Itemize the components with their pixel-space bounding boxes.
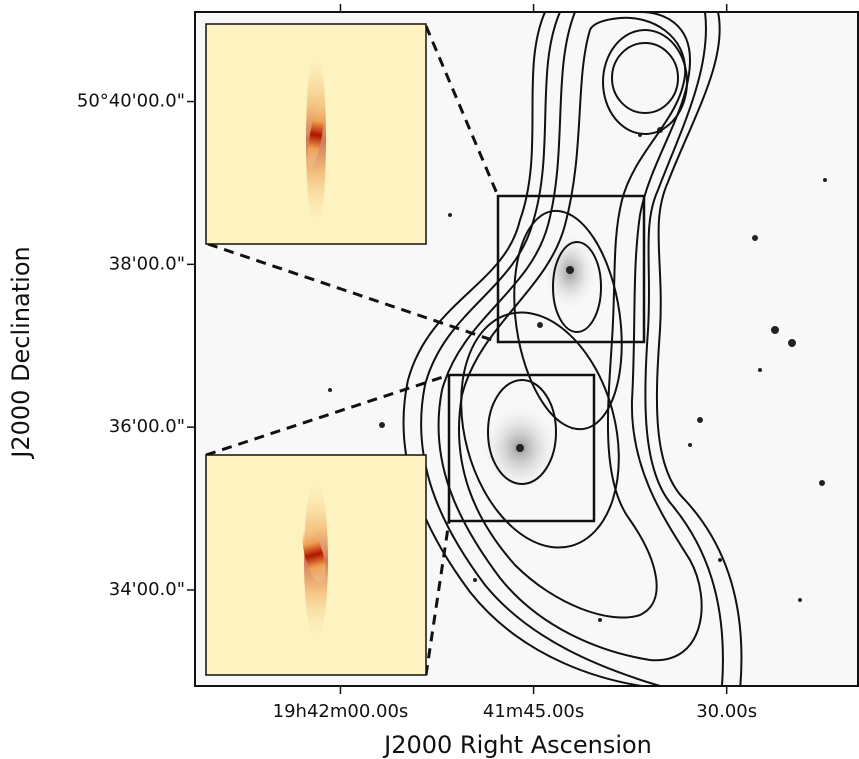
plot-frame [194, 11, 859, 687]
x-axis-title: J2000 Right Ascension [382, 731, 652, 759]
y-axis-title: J2000 Declination [7, 246, 35, 459]
y-tick-label: 34'00.0" [109, 579, 185, 600]
x-tick-label: 30.00s [696, 701, 757, 722]
x-tick-label: 19h42m00.00s [273, 701, 409, 722]
y-tick-label: 38'00.0" [109, 253, 185, 274]
y-tick-label: 36'00.0" [109, 416, 185, 437]
inset-top [205, 23, 427, 245]
y-tick-label: 50°40'00.0" [77, 91, 185, 112]
inset-bottom [205, 454, 427, 676]
x-tick-label: 41m45.00s [483, 701, 584, 722]
sky-image [195, 12, 858, 686]
